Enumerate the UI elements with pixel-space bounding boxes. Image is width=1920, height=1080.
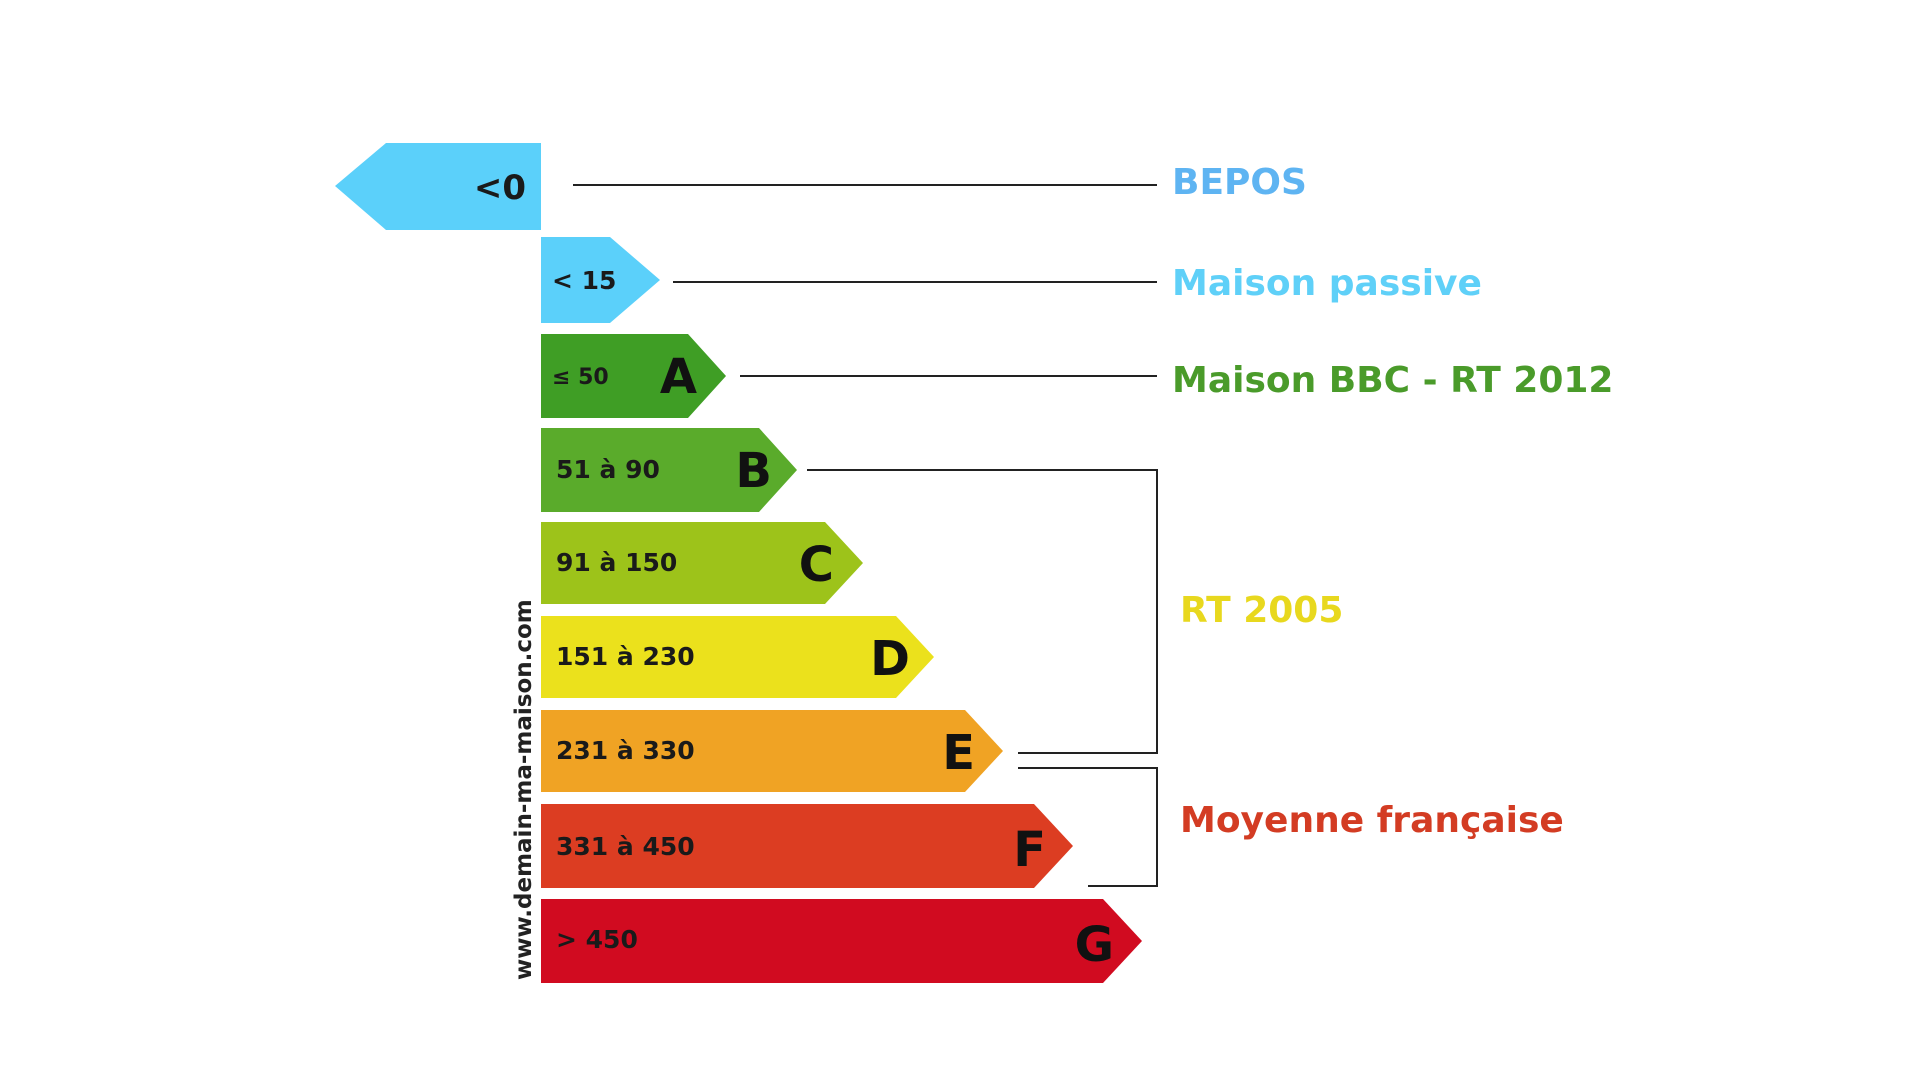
band-c-letter: C — [799, 537, 834, 593]
band-a-letter: A — [660, 349, 697, 405]
band-a: ≤ 50 A — [541, 334, 726, 418]
band-bepos-arrow — [335, 143, 541, 230]
band-b: 51 à 90 B — [541, 428, 797, 512]
band-f: 331 à 450 F — [541, 804, 1073, 888]
band-d-letter: D — [870, 631, 910, 687]
label-rt2005: RT 2005 — [1180, 590, 1343, 631]
band-bepos: <0 — [335, 143, 541, 230]
band-f-range: 331 à 450 — [556, 832, 695, 861]
band-d-range: 151 à 230 — [556, 642, 695, 671]
band-d: 151 à 230 D — [541, 616, 934, 698]
band-f-letter: F — [1013, 822, 1046, 878]
band-b-arrow — [541, 428, 797, 512]
label-bepos: BEPOS — [1172, 162, 1307, 203]
band-e-letter: E — [942, 725, 975, 781]
band-c: 91 à 150 C — [541, 522, 863, 604]
band-e-range: 231 à 330 — [556, 736, 695, 765]
label-moyenne-francaise: Moyenne française — [1180, 800, 1564, 841]
band-c-range: 91 à 150 — [556, 548, 677, 577]
band-e: 231 à 330 E — [541, 710, 1003, 792]
bracket-moyenne — [1018, 767, 1158, 887]
band-bepos-range: <0 — [474, 168, 526, 208]
band-b-range: 51 à 90 — [556, 455, 660, 484]
bracket-rt2005 — [807, 469, 1158, 754]
watermark-url: www.demain-ma-maison.com — [511, 599, 537, 980]
band-g-arrow — [541, 899, 1142, 983]
band-c-arrow — [541, 522, 863, 604]
band-g-letter: G — [1075, 917, 1114, 973]
band-f-arrow — [541, 804, 1073, 888]
band-passive-arrow — [541, 237, 660, 323]
band-e-arrow — [541, 710, 1003, 792]
label-maison-bbc-rt2012: Maison BBC - RT 2012 — [1172, 360, 1613, 401]
band-g: > 450 G — [541, 899, 1142, 983]
band-passive: < 15 — [541, 237, 660, 323]
band-g-range: > 450 — [556, 925, 638, 954]
label-maison-passive: Maison passive — [1172, 263, 1482, 304]
band-b-letter: B — [735, 443, 772, 499]
band-passive-range: < 15 — [552, 266, 616, 295]
band-a-range: ≤ 50 — [552, 365, 609, 390]
band-a-arrow — [541, 334, 726, 418]
band-d-arrow — [541, 616, 934, 698]
